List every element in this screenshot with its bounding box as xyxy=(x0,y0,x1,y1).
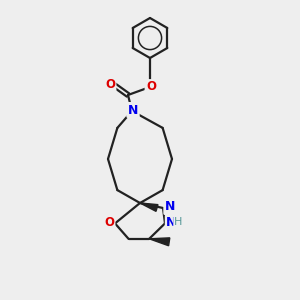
Text: N: N xyxy=(166,216,176,229)
Text: O: O xyxy=(104,216,114,229)
Polygon shape xyxy=(140,203,158,212)
Text: O: O xyxy=(105,77,115,91)
Text: O: O xyxy=(146,80,156,94)
Text: N: N xyxy=(165,200,175,214)
Text: N: N xyxy=(128,103,138,116)
Polygon shape xyxy=(149,238,170,246)
Text: H: H xyxy=(174,218,182,227)
